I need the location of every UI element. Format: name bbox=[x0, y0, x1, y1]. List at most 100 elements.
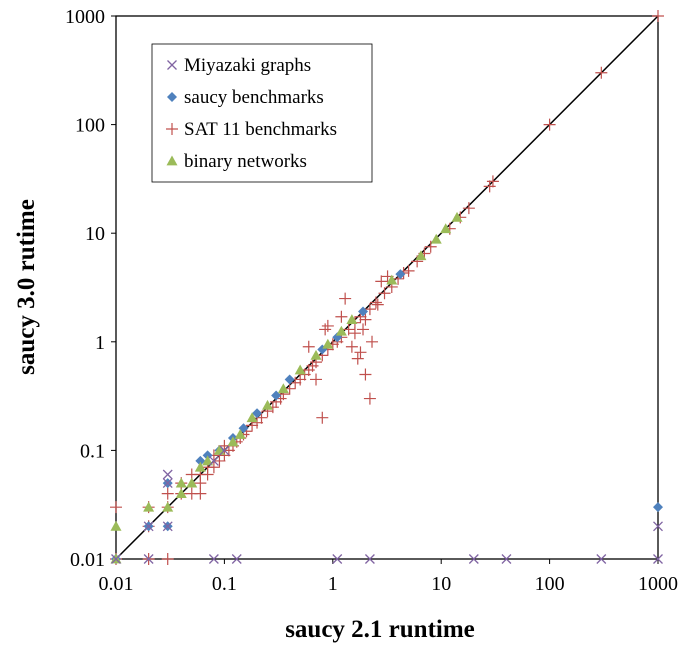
data-point-x bbox=[111, 554, 121, 564]
data-point-x bbox=[143, 554, 154, 564]
data-point-x bbox=[162, 469, 173, 480]
x-tick-label: 0.01 bbox=[99, 573, 134, 595]
legend-marker-plus bbox=[166, 123, 178, 135]
data-point-plus bbox=[316, 411, 329, 424]
data-point-triangle bbox=[110, 520, 122, 531]
x-tick-label: 1000 bbox=[638, 573, 678, 595]
data-point-plus bbox=[339, 292, 352, 305]
series-x bbox=[111, 445, 663, 564]
x-axis-title: saucy 2.1 runtime bbox=[285, 616, 475, 643]
data-point-triangle bbox=[430, 233, 442, 244]
data-point-x bbox=[162, 478, 173, 489]
data-point-plus bbox=[321, 319, 334, 332]
data-point-triangle bbox=[162, 501, 174, 512]
legend-box bbox=[151, 43, 373, 183]
data-point-plus bbox=[359, 368, 372, 381]
data-point-plus bbox=[310, 373, 323, 386]
data-point-plus bbox=[378, 287, 391, 300]
data-point-triangle bbox=[294, 364, 306, 375]
data-point-triangle bbox=[451, 211, 463, 222]
y-tick-label: 0.1 bbox=[80, 440, 105, 462]
data-point-plus bbox=[543, 118, 556, 131]
data-point-plus bbox=[486, 175, 499, 188]
data-point-triangle bbox=[262, 399, 274, 410]
data-point-plus bbox=[369, 296, 382, 309]
data-point-diamond bbox=[358, 306, 369, 317]
x-tick-label: 0.1 bbox=[212, 573, 237, 595]
data-point-plus bbox=[335, 310, 348, 323]
data-point-plus bbox=[424, 240, 437, 253]
data-point-plus bbox=[110, 501, 122, 514]
data-point-triangle bbox=[234, 429, 246, 439]
data-point-x bbox=[208, 455, 219, 466]
data-point-x bbox=[596, 554, 607, 564]
data-point-triangle bbox=[227, 436, 239, 447]
legend-marker-triangle bbox=[166, 155, 178, 166]
data-point-triangle bbox=[202, 455, 214, 466]
data-point-triangle bbox=[322, 338, 334, 349]
data-point-plus bbox=[483, 180, 496, 193]
data-point-plus bbox=[348, 327, 361, 340]
y-axis-title: saucy 3.0 rutime bbox=[13, 199, 40, 375]
data-point-triangle bbox=[246, 412, 258, 423]
legend-marker-x bbox=[167, 60, 177, 70]
y-tick-label: 1 bbox=[95, 332, 105, 354]
x-tick-label: 10 bbox=[431, 573, 451, 595]
series-diamond bbox=[111, 269, 663, 564]
data-point-plus bbox=[363, 303, 376, 316]
data-point-x bbox=[501, 554, 512, 564]
data-point-triangle bbox=[335, 325, 347, 336]
data-point-plus bbox=[302, 340, 315, 353]
data-point-x bbox=[653, 521, 663, 532]
y-tick-label: 10 bbox=[85, 223, 105, 245]
data-point-x bbox=[332, 554, 343, 564]
data-point-plus bbox=[402, 264, 415, 277]
data-point-diamond bbox=[395, 269, 406, 280]
data-point-x bbox=[162, 521, 173, 532]
data-point-diamond bbox=[195, 455, 206, 466]
data-point-diamond bbox=[252, 408, 263, 419]
data-point-plus bbox=[161, 487, 174, 500]
data-point-plus bbox=[357, 323, 370, 336]
data-point-plus bbox=[375, 275, 388, 288]
legend-label: binary networks bbox=[184, 151, 307, 172]
data-point-plus bbox=[371, 298, 384, 311]
data-point-diamond bbox=[284, 374, 295, 385]
data-point-plus bbox=[345, 340, 358, 353]
data-point-triangle bbox=[175, 477, 187, 488]
data-point-plus bbox=[207, 461, 220, 474]
data-point-triangle bbox=[186, 477, 198, 488]
plot-area-frame bbox=[115, 15, 659, 560]
y-tick-label: 0.01 bbox=[70, 549, 105, 571]
data-point-triangle bbox=[415, 250, 427, 261]
data-point-plus bbox=[194, 487, 207, 500]
data-point-plus bbox=[462, 202, 475, 215]
data-point-triangle bbox=[310, 349, 322, 360]
data-point-x bbox=[468, 554, 479, 564]
legend-label: Miyazaki graphs bbox=[184, 55, 311, 76]
data-point-plus bbox=[354, 346, 367, 359]
data-point-x bbox=[653, 554, 663, 564]
series-triangle bbox=[110, 211, 463, 564]
data-point-x bbox=[231, 554, 242, 564]
data-point-plus bbox=[366, 335, 379, 348]
data-point-triangle bbox=[277, 383, 289, 394]
data-point-plus bbox=[595, 66, 608, 79]
data-point-triangle bbox=[346, 314, 358, 325]
data-point-triangle bbox=[194, 461, 206, 472]
data-point-plus bbox=[319, 323, 332, 336]
data-point-plus bbox=[359, 313, 372, 326]
y-tick-label: 1000 bbox=[65, 6, 105, 28]
data-point-triangle bbox=[175, 488, 187, 499]
data-point-plus bbox=[652, 10, 664, 22]
data-point-diamond bbox=[653, 502, 663, 513]
x-tick-label: 1 bbox=[328, 573, 338, 595]
data-point-x bbox=[364, 554, 375, 564]
legend-marker-diamond bbox=[167, 92, 177, 102]
data-point-triangle bbox=[386, 274, 398, 285]
data-point-plus bbox=[363, 392, 376, 405]
legend-label: saucy benchmarks bbox=[184, 87, 324, 108]
data-point-x bbox=[219, 445, 230, 456]
legend-label: SAT 11 benchmarks bbox=[184, 119, 337, 140]
